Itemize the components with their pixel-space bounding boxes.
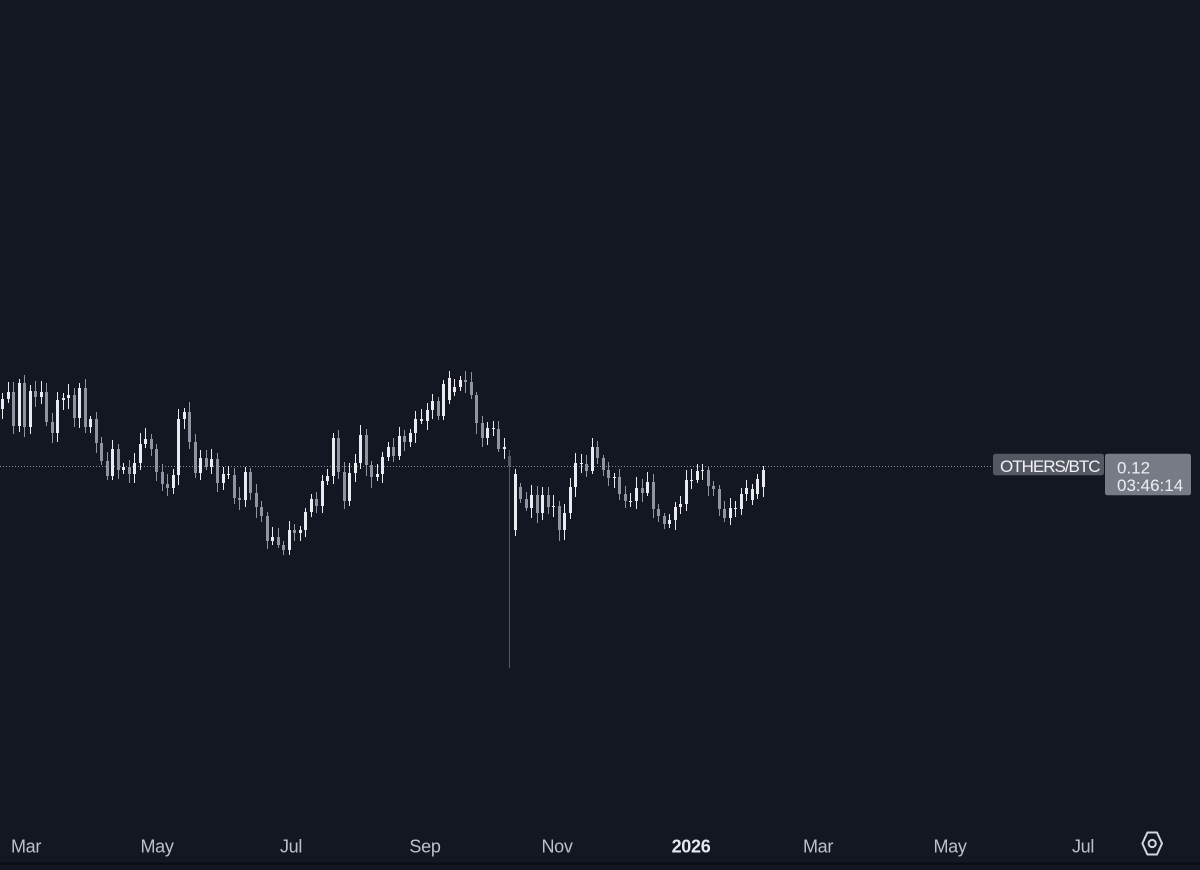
svg-text:May: May [140,837,173,857]
svg-text:Jul: Jul [1072,837,1094,857]
svg-text:Sep: Sep [409,837,440,857]
svg-text:Nov: Nov [541,837,572,857]
svg-text:Jul: Jul [280,837,302,857]
svg-text:Mar: Mar [803,837,833,857]
svg-text:OTHERS/BTC: OTHERS/BTC [1000,457,1100,476]
svg-text:2026: 2026 [672,837,711,857]
svg-text:03:46:14: 03:46:14 [1117,476,1183,495]
svg-text:Mar: Mar [11,837,41,857]
svg-text:0.12: 0.12 [1117,459,1150,478]
svg-text:May: May [933,837,966,857]
